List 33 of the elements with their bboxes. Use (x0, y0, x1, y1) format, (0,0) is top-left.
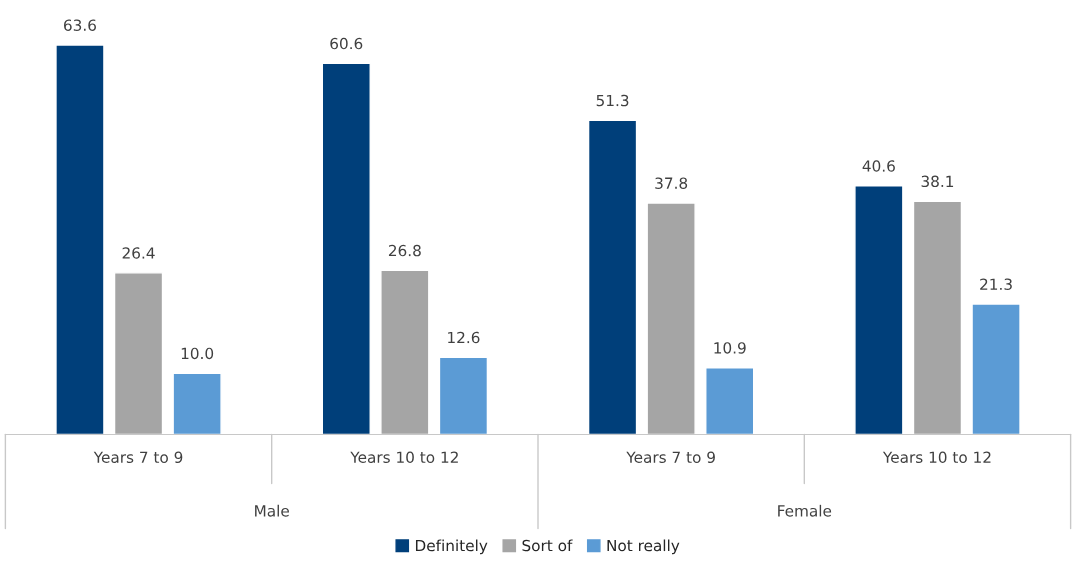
data-label: 10.9 (714, 342, 746, 354)
bar (587, 119, 638, 435)
x-tick-label: Years 10 to 12 (350, 451, 458, 464)
legend-label: Not really (607, 539, 680, 555)
data-label: 40.6 (862, 160, 895, 172)
data-label: 26.4 (122, 247, 155, 259)
data-label: 12.6 (448, 331, 480, 344)
bar (705, 367, 755, 435)
data-label: 38.1 (921, 175, 954, 188)
data-label: 51.3 (596, 94, 629, 107)
bar (113, 272, 164, 435)
bar (438, 356, 489, 435)
bar (854, 185, 904, 435)
bar (646, 202, 696, 435)
bar (912, 200, 963, 435)
bar (380, 269, 430, 435)
text: Female (778, 504, 832, 517)
legend-label: Definitely (415, 539, 488, 555)
data-label: 60.6 (330, 37, 363, 50)
bar (55, 44, 105, 435)
x-tick-label: Years 7 to 9 (93, 451, 183, 464)
x-tick-label: Years 7 to 9 (626, 451, 715, 464)
x-tick-label: Years 10 to 12 (882, 451, 991, 464)
data-label: 37.8 (655, 177, 688, 189)
legend-label: Sort of (522, 539, 573, 552)
data-label: 10.0 (181, 347, 214, 360)
bar (172, 372, 222, 435)
data-label: 63.6 (64, 19, 96, 31)
bar (321, 62, 371, 435)
text: Male (255, 504, 289, 517)
data-label: 21.3 (980, 278, 1012, 291)
data-label: 26.8 (388, 244, 421, 257)
bar (971, 303, 1021, 435)
